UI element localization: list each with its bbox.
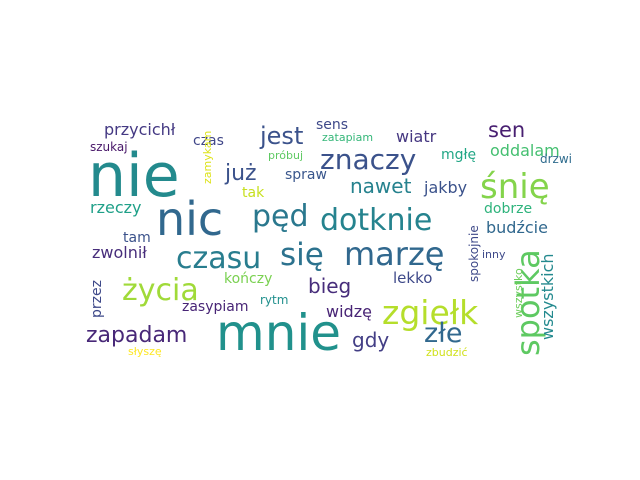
word-nic: nic [156, 192, 224, 246]
word-mgle: mgłę [441, 147, 477, 163]
word-rzeczy: rzeczy [90, 198, 142, 217]
word-zamykam: zamykam [201, 130, 214, 184]
word-zgielk: zgiełk [382, 293, 479, 332]
word-sen: sen [488, 118, 526, 142]
word-budzcie: budźcie [486, 218, 548, 237]
word-zatapiam: zatapiam [322, 131, 374, 144]
word-spraw: spraw [285, 167, 327, 183]
word-szukaj: szukaj [90, 140, 128, 154]
word-znaczy: znaczy [320, 143, 417, 176]
word-jakby: jakby [424, 178, 468, 197]
word-probuj: próbuj [268, 149, 304, 162]
word-tak: tak [242, 185, 265, 201]
word-zapadam: zapadam [86, 323, 188, 348]
word-sens: sens [316, 117, 349, 133]
word-nawet: nawet [350, 174, 412, 198]
word-bieg: bieg [308, 274, 352, 298]
word-zbudzic: zbudzić [426, 346, 468, 359]
word-zasypiam: zasypiam [182, 299, 249, 315]
word-marze: marzę [344, 235, 445, 273]
word-spokojnie: spokojnie [467, 225, 481, 282]
word-mnie: mnie [216, 304, 342, 362]
word-konczy: kończy [224, 271, 273, 287]
word-slysze: słyszę [128, 345, 162, 358]
word-zycia: życia [122, 273, 199, 308]
word-gdy: gdy [352, 328, 390, 352]
word-czas: czas [193, 133, 224, 149]
word-tam: tam [123, 230, 151, 246]
word-juz: już [225, 161, 257, 186]
word-drzwi: drzwi [540, 152, 572, 166]
word-wiatr: wiatr [396, 127, 437, 146]
word-rytm: rytm [260, 293, 289, 307]
word-widze: widzę [326, 302, 372, 321]
word-przez: przez [89, 280, 105, 318]
word-dotknie: dotknie [320, 203, 433, 238]
word-jest: jest [260, 122, 304, 150]
word-zle: złe [424, 318, 463, 349]
word-wszystko: wszystko [512, 268, 525, 318]
word-czasu: czasu [176, 241, 262, 276]
word-sie: się [280, 237, 324, 273]
word-dobrze: dobrze [484, 201, 533, 217]
word-lekko: lekko [393, 269, 433, 287]
word-snie: śnię [480, 167, 550, 207]
word-nie: nie [88, 141, 180, 211]
word-wszystkich: wszystkich [538, 253, 557, 340]
word-ped: pęd [252, 199, 309, 234]
word-zwolnil: zwolnił [92, 243, 147, 262]
word-inny: inny [482, 248, 506, 261]
word-oddalam: oddalam [490, 141, 560, 160]
word-przycichl: przycichł [104, 120, 176, 139]
